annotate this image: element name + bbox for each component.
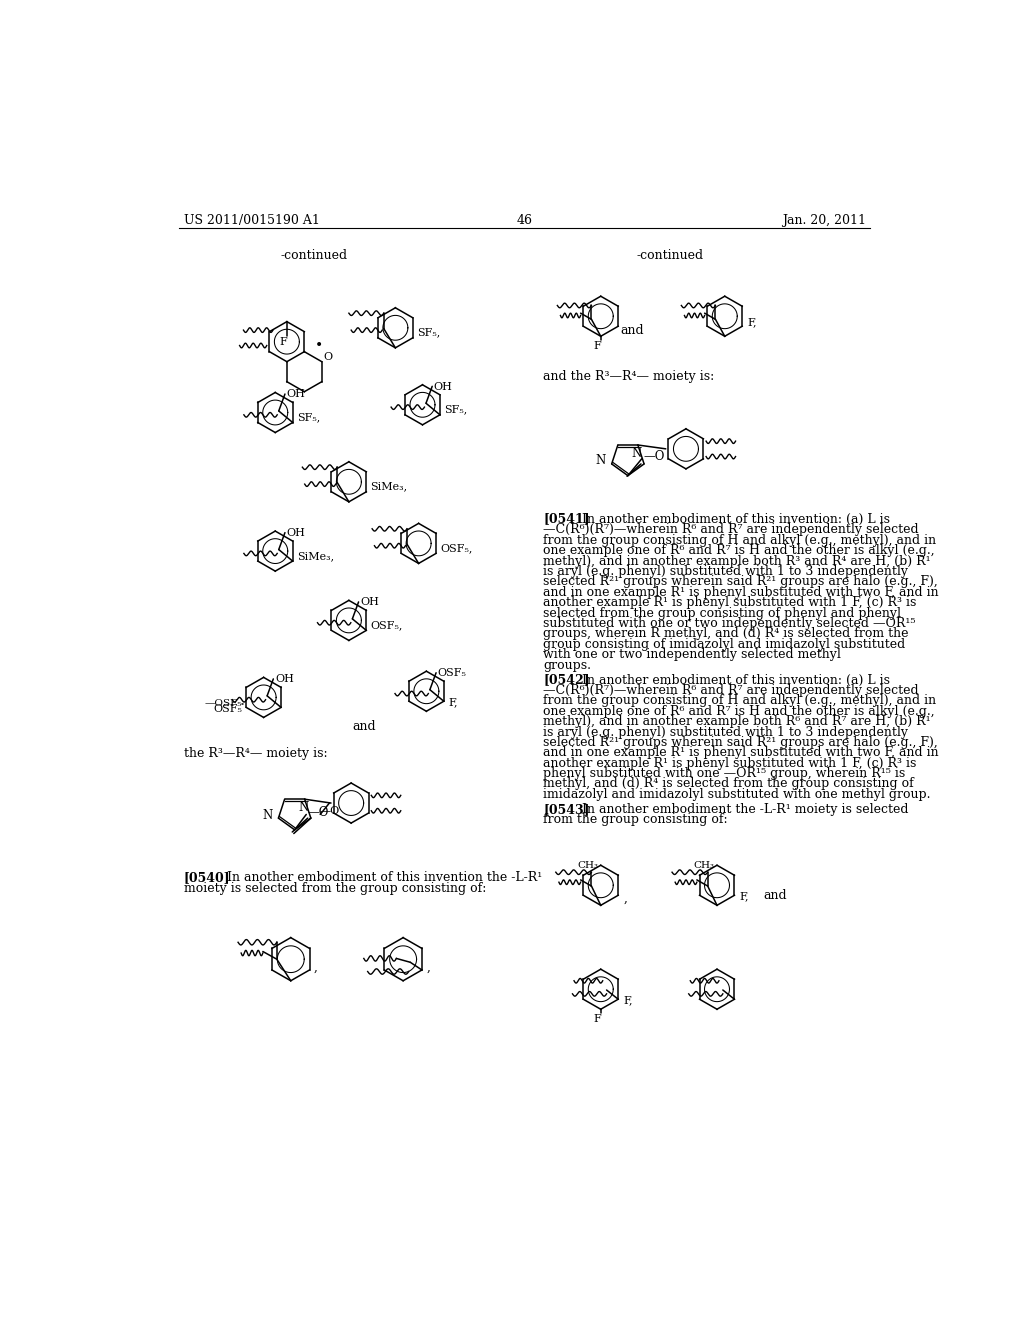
Text: —C(R⁶)(R⁷)—wherein R⁶ and R⁷ are independently selected: —C(R⁶)(R⁷)—wherein R⁶ and R⁷ are indepen… [544,524,919,536]
Text: F: F [593,341,601,351]
Text: ,: , [426,961,430,974]
Text: phenyl substituted with one —OR¹⁵ group, wherein R¹⁵ is: phenyl substituted with one —OR¹⁵ group,… [544,767,905,780]
Text: OH: OH [287,389,305,400]
Text: OH: OH [360,597,379,607]
Text: F,: F, [739,891,749,902]
Text: one example one of R⁶ and R⁷ is H and the other is alkyl (e.g.,: one example one of R⁶ and R⁷ is H and th… [544,544,935,557]
Text: selected R²¹ groups wherein said R²¹ groups are halo (e.g., F),: selected R²¹ groups wherein said R²¹ gro… [544,737,938,748]
Text: SF₅,: SF₅, [444,404,467,414]
Text: group consisting of imidazolyl and imidazolyl substituted: group consisting of imidazolyl and imida… [544,638,905,651]
Text: [0540]: [0540] [183,871,230,883]
Text: OSF₅,: OSF₅, [440,543,473,553]
Text: N: N [595,454,605,467]
Text: OSF₅,: OSF₅, [371,620,403,630]
Text: -continued: -continued [637,249,705,263]
Text: —OSF₅: —OSF₅ [205,700,242,708]
Text: —O: —O [643,450,665,463]
Text: In another embodiment of this invention: (a) L is: In another embodiment of this invention:… [578,673,890,686]
Text: [0543]: [0543] [544,803,590,816]
Text: •: • [315,338,324,352]
Text: the R³—R⁴— moiety is:: the R³—R⁴— moiety is: [183,747,328,760]
Text: In another embodiment the -L-R¹ moiety is selected: In another embodiment the -L-R¹ moiety i… [578,803,908,816]
Text: —C(R⁶)(R⁷)—wherein R⁶ and R⁷ are independently selected: —C(R⁶)(R⁷)—wherein R⁶ and R⁷ are indepen… [544,684,919,697]
Text: F: F [280,337,287,347]
Text: imidazolyl and imidazolyl substituted with one methyl group.: imidazolyl and imidazolyl substituted wi… [544,788,931,801]
Text: selected R²¹ groups wherein said R²¹ groups are halo (e.g., F),: selected R²¹ groups wherein said R²¹ gro… [544,576,938,589]
Text: groups.: groups. [544,659,592,672]
Text: and the R³—R⁴— moiety is:: and the R³—R⁴— moiety is: [544,370,715,383]
Text: OH: OH [287,528,305,539]
Text: US 2011/0015190 A1: US 2011/0015190 A1 [183,214,319,227]
Text: OH: OH [434,381,453,392]
Text: In another embodiment of this invention the -L-R¹: In another embodiment of this invention … [219,871,543,883]
Text: and: and [352,721,376,734]
Text: is aryl (e.g. phenyl) substituted with 1 to 3 independently: is aryl (e.g. phenyl) substituted with 1… [544,565,908,578]
Text: -continued: -continued [281,249,347,263]
Text: N: N [262,809,272,821]
Text: from the group consisting of:: from the group consisting of: [544,813,728,826]
Text: methyl), and in another example both R³ and R⁴ are H, (b) R¹: methyl), and in another example both R³ … [544,554,931,568]
Text: methyl), and in another example both R⁶ and R⁷ are H, (b) R¹: methyl), and in another example both R⁶ … [544,715,931,729]
Text: F: F [593,1014,601,1024]
Text: is aryl (e.g. phenyl) substituted with 1 to 3 independently: is aryl (e.g. phenyl) substituted with 1… [544,726,908,738]
Text: [0541]: [0541] [544,512,590,525]
Text: from the group consisting of H and alkyl (e.g., methyl), and in: from the group consisting of H and alkyl… [544,533,937,546]
Text: —O: —O [319,807,340,816]
Text: OH: OH [274,675,294,684]
Text: OSF₅: OSF₅ [437,668,467,678]
Text: Jan. 20, 2011: Jan. 20, 2011 [781,214,866,227]
Text: [0542]: [0542] [544,673,590,686]
Text: F,: F, [748,317,757,327]
Text: SiMe₃,: SiMe₃, [297,550,334,561]
Text: and: and [620,323,643,337]
Text: moiety is selected from the group consisting of:: moiety is selected from the group consis… [183,882,486,895]
Text: and in one example R¹ is phenyl substituted with two F, and in: and in one example R¹ is phenyl substitu… [544,586,939,599]
Text: methyl, and (d) R⁴ is selected from the group consisting of: methyl, and (d) R⁴ is selected from the … [544,777,914,791]
Text: and: and [763,890,786,902]
Text: one example one of R⁶ and R⁷ is H and the other is alkyl (e.g.,: one example one of R⁶ and R⁷ is H and th… [544,705,935,718]
Text: ,: , [624,891,627,904]
Text: substituted with one or two independently selected —OR¹⁵: substituted with one or two independentl… [544,616,915,630]
Text: 46: 46 [517,214,532,227]
Text: selected from the group consisting of phenyl and phenyl: selected from the group consisting of ph… [544,607,901,619]
Text: SF₅,: SF₅, [297,412,321,422]
Text: SF₅,: SF₅, [417,327,440,338]
Text: CH₃: CH₃ [693,862,715,870]
Text: SiMe₃,: SiMe₃, [371,482,408,491]
Text: N: N [298,801,308,813]
Text: another example R¹ is phenyl substituted with 1 F, (c) R³ is: another example R¹ is phenyl substituted… [544,756,916,770]
Text: F,: F, [624,995,633,1006]
Text: another example R¹ is phenyl substituted with 1 F, (c) R³ is: another example R¹ is phenyl substituted… [544,597,916,609]
Text: groups, wherein R methyl, and (d) R⁴ is selected from the: groups, wherein R methyl, and (d) R⁴ is … [544,627,909,640]
Text: —O: —O [308,807,329,820]
Text: CH₃: CH₃ [578,862,598,870]
Text: from the group consisting of H and alkyl (e.g., methyl), and in: from the group consisting of H and alkyl… [544,694,937,708]
Text: In another embodiment of this invention: (a) L is: In another embodiment of this invention:… [578,512,890,525]
Text: OSF₅: OSF₅ [213,704,242,714]
Text: O: O [324,352,333,362]
Text: with one or two independently selected methyl: with one or two independently selected m… [544,648,842,661]
Text: ,: , [314,961,317,974]
Text: N: N [631,446,641,459]
Text: F,: F, [449,697,458,708]
Text: and in one example R¹ is phenyl substituted with two F, and in: and in one example R¹ is phenyl substitu… [544,746,939,759]
